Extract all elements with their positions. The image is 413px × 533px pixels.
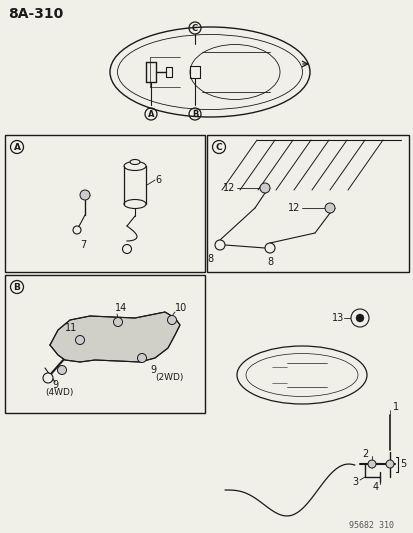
Text: 3: 3 (351, 477, 357, 487)
Bar (5, 135, 204, 272)
Text: 11: 11 (65, 323, 77, 333)
Text: C: C (215, 142, 222, 151)
Text: 13: 13 (331, 313, 344, 323)
Circle shape (137, 353, 146, 362)
Text: 10: 10 (175, 303, 187, 313)
Text: 7: 7 (80, 240, 86, 250)
Text: B: B (191, 109, 198, 118)
Circle shape (43, 373, 53, 383)
Text: 2: 2 (361, 449, 367, 459)
Text: 8: 8 (206, 254, 213, 264)
Circle shape (367, 460, 375, 468)
Circle shape (80, 190, 90, 200)
Ellipse shape (124, 161, 146, 171)
Circle shape (264, 243, 274, 253)
Circle shape (324, 203, 334, 213)
Circle shape (350, 309, 368, 327)
Circle shape (75, 335, 84, 344)
Text: (4WD): (4WD) (45, 389, 73, 398)
Text: 5: 5 (399, 459, 405, 469)
Bar (5, 275, 204, 413)
Text: 8A-310: 8A-310 (8, 7, 63, 21)
Circle shape (385, 460, 393, 468)
Polygon shape (50, 312, 180, 362)
Text: 1: 1 (392, 402, 398, 412)
Circle shape (57, 366, 66, 375)
Bar (206, 135, 408, 272)
Text: 8: 8 (266, 257, 273, 267)
Ellipse shape (130, 159, 140, 165)
Circle shape (167, 316, 176, 325)
Circle shape (122, 245, 131, 254)
Text: 12: 12 (287, 203, 300, 213)
Text: 6: 6 (154, 175, 161, 185)
Text: C: C (192, 23, 197, 33)
Text: 9: 9 (150, 365, 156, 375)
Text: 12: 12 (223, 183, 235, 193)
Text: 95682 310: 95682 310 (349, 521, 394, 530)
Text: B: B (14, 282, 20, 292)
Circle shape (113, 318, 122, 327)
Text: 4: 4 (372, 482, 378, 492)
Circle shape (214, 240, 224, 250)
Circle shape (355, 314, 363, 322)
Text: (2WD): (2WD) (154, 374, 183, 383)
Text: A: A (14, 142, 21, 151)
Circle shape (73, 226, 81, 234)
Ellipse shape (124, 199, 146, 208)
Text: A: A (147, 109, 154, 118)
Circle shape (259, 183, 269, 193)
Text: 14: 14 (115, 303, 127, 313)
Text: 9: 9 (52, 380, 58, 390)
